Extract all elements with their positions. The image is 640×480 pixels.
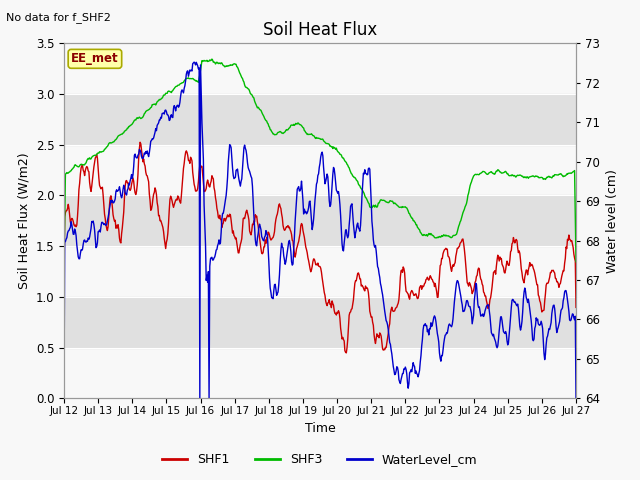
Legend: SHF1, SHF3, WaterLevel_cm: SHF1, SHF3, WaterLevel_cm xyxy=(157,448,483,471)
Title: Soil Heat Flux: Soil Heat Flux xyxy=(263,21,377,39)
Bar xyxy=(64,195,576,246)
Y-axis label: Water level (cm): Water level (cm) xyxy=(605,169,619,273)
Text: EE_met: EE_met xyxy=(71,52,119,65)
Y-axis label: Soil Heat Flux (W/m2): Soil Heat Flux (W/m2) xyxy=(17,153,30,289)
Text: No data for f_SHF2: No data for f_SHF2 xyxy=(6,12,111,23)
X-axis label: Time: Time xyxy=(305,421,335,434)
Bar xyxy=(64,94,576,144)
Bar xyxy=(64,297,576,348)
